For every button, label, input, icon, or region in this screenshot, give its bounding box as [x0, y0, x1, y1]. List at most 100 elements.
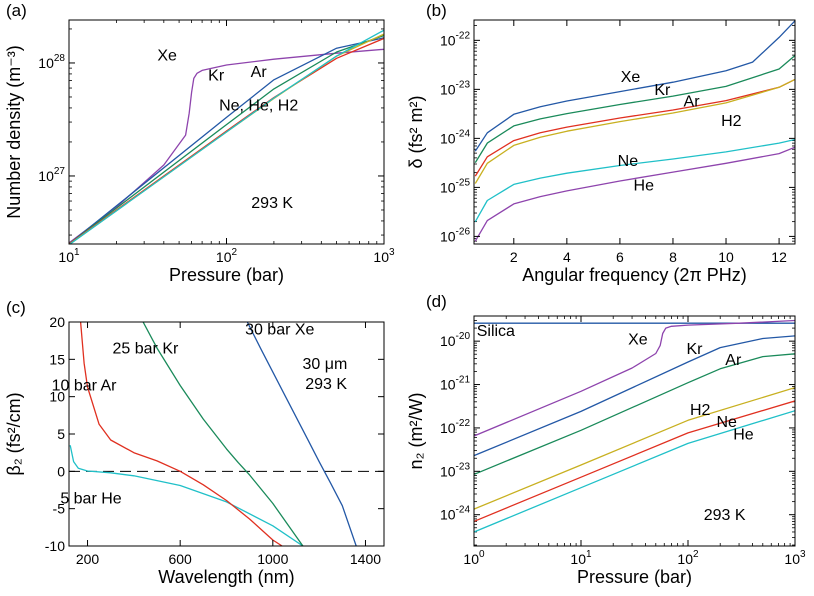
y-tick-label: 10-22: [440, 30, 470, 48]
series-annotation: Ne, He, H2: [219, 97, 298, 114]
x-tick-label: 1400: [350, 551, 381, 567]
series-annotation: 25 bar Kr: [113, 340, 179, 357]
y-tick-label: 10-23: [440, 461, 470, 479]
series-annotation: Ne: [716, 414, 737, 431]
plot-frame: [473, 315, 796, 547]
series-line-0: [69, 445, 304, 546]
panel-label: (b): [426, 1, 447, 20]
series-line-0: [474, 20, 795, 152]
x-axis-label: Angular frequency (2π PHz): [522, 265, 747, 285]
series-line-4: [474, 138, 795, 223]
series-annotation: Kr: [686, 341, 703, 358]
series-line-2: [474, 78, 795, 177]
panel-label: (d): [426, 292, 447, 311]
series-group: [69, 29, 384, 244]
series-line-2: [474, 335, 795, 457]
series-line-2: [69, 34, 384, 244]
x-tick-label: 103: [373, 247, 395, 265]
y-tick-label: 10-24: [440, 128, 470, 146]
series-annotation: He: [733, 427, 754, 444]
y-tick-label: 15: [49, 351, 65, 367]
series-line-3: [474, 353, 795, 476]
y-tick-label: 10: [49, 389, 65, 405]
x-tick-label: 10: [718, 249, 734, 265]
y-tick-label: 10-25: [440, 177, 470, 195]
y-tick-label: 10-24: [440, 505, 470, 523]
series-annotation: Ne: [618, 153, 639, 170]
series-annotation: Kr: [208, 67, 225, 84]
series-group: [69, 322, 384, 546]
panel-a: 101 102 103 1027 1028 Pressure (bar) Number de…: [4, 1, 395, 285]
x-tick-label: 101: [58, 247, 80, 265]
series-line-3: [474, 78, 795, 184]
series-line-1: [474, 319, 795, 437]
series-annotation: He: [634, 178, 655, 195]
x-tick-label: 100: [463, 549, 485, 567]
x-tick-label: 6: [616, 249, 624, 265]
series-annotation: Kr: [654, 82, 671, 99]
y-tick-label: -5: [53, 501, 66, 517]
series-line-1: [69, 37, 384, 244]
x-tick-label: 2: [510, 249, 518, 265]
series-line-1: [474, 55, 795, 163]
series-annotation: Ar: [684, 93, 701, 110]
series-line-5: [69, 29, 384, 244]
series-annotation: 10 bar Ar: [52, 378, 118, 395]
y-tick-label: 10-26: [440, 226, 470, 244]
y-tick-label: -10: [45, 538, 65, 554]
series-annotation: 30 bar Xe: [245, 322, 314, 339]
series-annotation: Xe: [628, 331, 648, 348]
x-axis-label: Pressure (bar): [169, 265, 284, 285]
series-annotation: Ar: [725, 352, 742, 369]
panel-d: 100 101 102 103 10-20 10-21 10-22 10-23 10-24 Pre…: [406, 292, 806, 587]
x-tick-label: 101: [570, 549, 592, 567]
series-line-5: [474, 400, 795, 523]
series-group: [474, 319, 795, 533]
series-annotation: H2: [690, 402, 711, 419]
plot-frame: [473, 19, 796, 245]
y-tick-label: 10-22: [440, 418, 470, 436]
series-line-4: [474, 386, 795, 510]
series-group: [474, 20, 795, 242]
y-axis-label: δ (fs² m²): [406, 96, 426, 169]
y-tick-label: 0: [57, 463, 65, 479]
y-axis-label: β₂ (fs²/cm): [4, 392, 24, 475]
series-line-6: [474, 410, 795, 533]
panel-label: (a): [6, 1, 27, 20]
y-tick-label: 5: [57, 426, 65, 442]
series-annotation: H2: [721, 113, 742, 130]
y-axis-label: Number density (m⁻³): [4, 45, 24, 219]
minor-ticks: [474, 25, 795, 242]
y-tick-label: 10-21: [440, 375, 470, 393]
series-annotation: 5 bar He: [60, 490, 121, 507]
x-axis-label: Pressure (bar): [577, 567, 692, 587]
series-line-3: [69, 37, 384, 244]
x-tick-label: 200: [76, 551, 100, 567]
x-tick-label: 1000: [257, 551, 288, 567]
x-tick-label: 102: [216, 247, 238, 265]
x-tick-label: 600: [168, 551, 192, 567]
series-annotation: Xe: [157, 48, 177, 65]
series-line-2: [142, 322, 304, 546]
series-line-0: [69, 48, 384, 244]
series-annotation: Silica: [477, 323, 515, 340]
series-line-1: [79, 322, 283, 546]
series-line-5: [474, 146, 795, 242]
series-line-3: [246, 322, 357, 546]
panel-label: (c): [6, 298, 26, 317]
series-annotation: 293 K: [704, 507, 746, 524]
y-tick-label: 20: [49, 314, 65, 330]
series-line-4: [69, 33, 384, 244]
series-annotation: Xe: [621, 69, 641, 86]
panel-c: 200 600 1000 1400 20 15 10 5 0 -5 -10 Wavelength (n…: [4, 298, 385, 587]
panel-b: 2 4 6 8 10 12 10-22 10-23 10-24 10-25 10-26 Angular…: [406, 1, 796, 285]
y-tick-label: 1027: [38, 166, 65, 184]
y-tick-label: 10-23: [440, 79, 470, 97]
series-annotation: 293 K: [251, 195, 293, 212]
x-tick-label: 4: [563, 249, 571, 265]
series-annotation: 30 μm: [303, 356, 348, 373]
x-tick-label: 12: [771, 249, 787, 265]
x-tick-label: 8: [669, 249, 677, 265]
x-tick-label: 102: [677, 549, 699, 567]
